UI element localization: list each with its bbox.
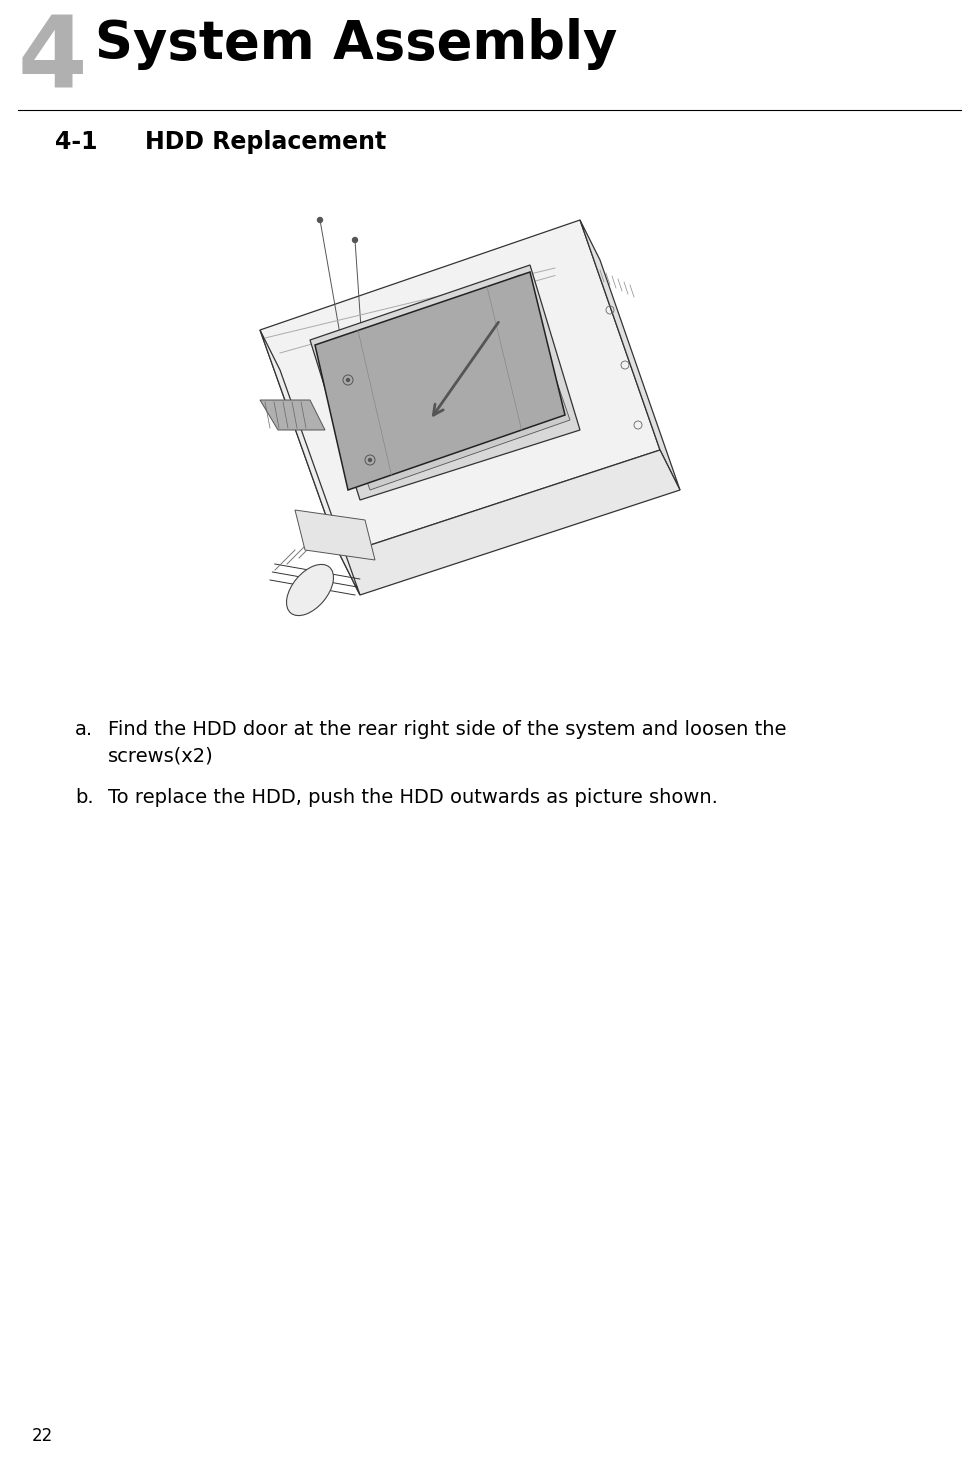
Text: Find the HDD door at the rear right side of the system and loosen the
screws(x2): Find the HDD door at the rear right side… bbox=[108, 720, 785, 766]
Polygon shape bbox=[294, 510, 375, 561]
Polygon shape bbox=[315, 272, 564, 490]
Text: 4-1: 4-1 bbox=[55, 130, 98, 154]
Circle shape bbox=[346, 379, 349, 382]
Circle shape bbox=[368, 458, 371, 461]
Text: To replace the HDD, push the HDD outwards as picture shown.: To replace the HDD, push the HDD outward… bbox=[108, 788, 717, 808]
Text: b.: b. bbox=[75, 788, 94, 808]
Text: a.: a. bbox=[75, 720, 93, 740]
Polygon shape bbox=[310, 265, 579, 500]
Text: HDD Replacement: HDD Replacement bbox=[145, 130, 386, 154]
Polygon shape bbox=[260, 220, 659, 555]
Text: System Assembly: System Assembly bbox=[95, 18, 617, 70]
Polygon shape bbox=[579, 220, 680, 490]
Ellipse shape bbox=[287, 565, 333, 615]
Circle shape bbox=[317, 217, 322, 222]
Text: 4: 4 bbox=[18, 12, 87, 109]
Text: 22: 22 bbox=[32, 1427, 53, 1445]
Polygon shape bbox=[260, 330, 360, 595]
Polygon shape bbox=[339, 450, 680, 595]
Circle shape bbox=[352, 238, 357, 243]
Polygon shape bbox=[260, 399, 325, 430]
Polygon shape bbox=[320, 275, 569, 490]
